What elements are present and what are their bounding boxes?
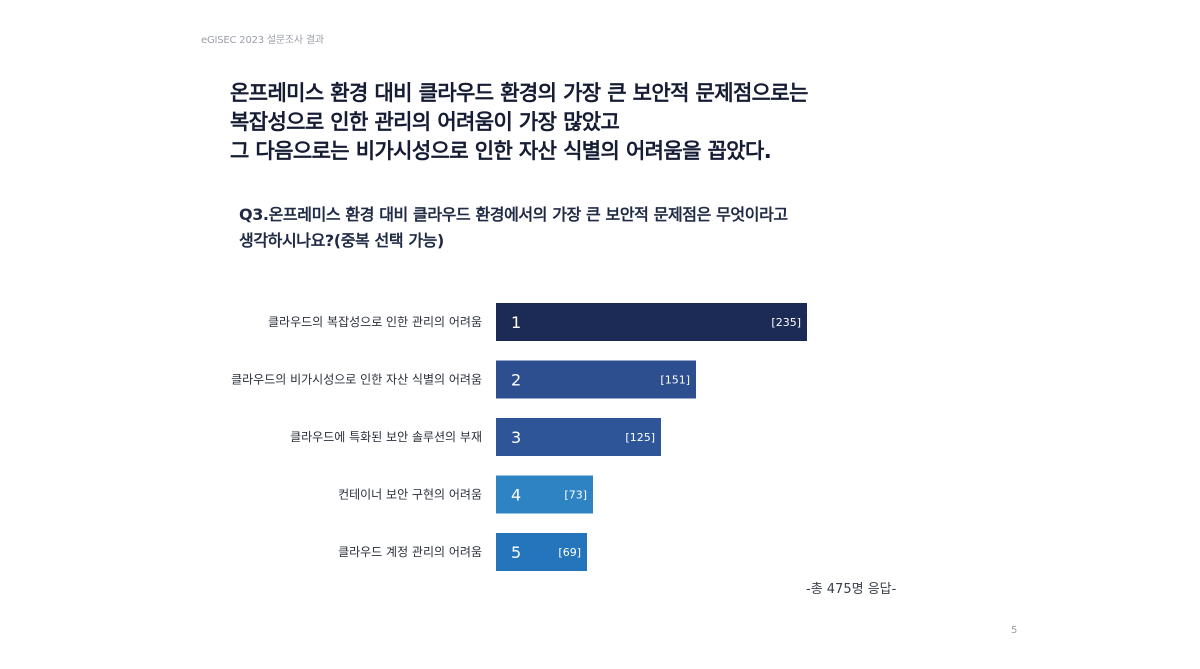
page-number: 5 <box>1011 625 1018 636</box>
rank-label: 5 <box>511 543 521 562</box>
headline: 온프레미스 환경 대비 클라우드 환경의 가장 큰 보안적 문제점으로는 복잡성… <box>230 79 1030 166</box>
bar <box>496 475 593 514</box>
category-label: 클라우드의 복잡성으로 인한 관리의 어려움 <box>268 315 482 329</box>
value-label: [69] <box>558 546 581 559</box>
value-label: [73] <box>564 489 587 502</box>
rank-label: 3 <box>511 428 521 447</box>
value-label: [125] <box>625 431 655 444</box>
category-label: 컨테이너 보안 구현의 어려움 <box>338 488 482 502</box>
category-label: 클라우드의 비가시성으로 인한 자산 식별의 어려움 <box>231 373 482 387</box>
respondent-count-note: -총 475명 응답- <box>806 582 897 597</box>
rank-label: 1 <box>511 313 521 332</box>
survey-header-label: eGISEC 2023 설문조사 결과 <box>201 35 324 46</box>
headline-line-1: 온프레미스 환경 대비 클라우드 환경의 가장 큰 보안적 문제점으로는 <box>230 81 808 105</box>
value-label: [235] <box>771 316 801 329</box>
rank-label: 4 <box>511 486 521 505</box>
question-line-1: Q3.온프레미스 환경 대비 클라우드 환경에서의 가장 큰 보안적 문제점은 … <box>239 205 788 224</box>
value-label: [151] <box>660 374 690 387</box>
bar <box>496 360 696 399</box>
headline-line-3: 그 다음으로는 비가시성으로 인한 자산 식별의 어려움을 꼽았다. <box>230 139 772 163</box>
question-text: Q3.온프레미스 환경 대비 클라우드 환경에서의 가장 큰 보안적 문제점은 … <box>239 202 959 254</box>
question-line-2: 생각하시나요?(중복 선택 가능) <box>239 231 444 250</box>
bar <box>496 303 807 341</box>
category-label: 클라우드에 특화된 보안 솔루션의 부재 <box>290 430 482 444</box>
bar <box>496 418 661 456</box>
rank-label: 2 <box>511 371 521 390</box>
category-label: 클라우드 계정 관리의 어려움 <box>338 545 482 559</box>
bar <box>496 533 587 571</box>
headline-line-2: 복잡성으로 인한 관리의 어려움이 가장 많았고 <box>230 110 620 134</box>
